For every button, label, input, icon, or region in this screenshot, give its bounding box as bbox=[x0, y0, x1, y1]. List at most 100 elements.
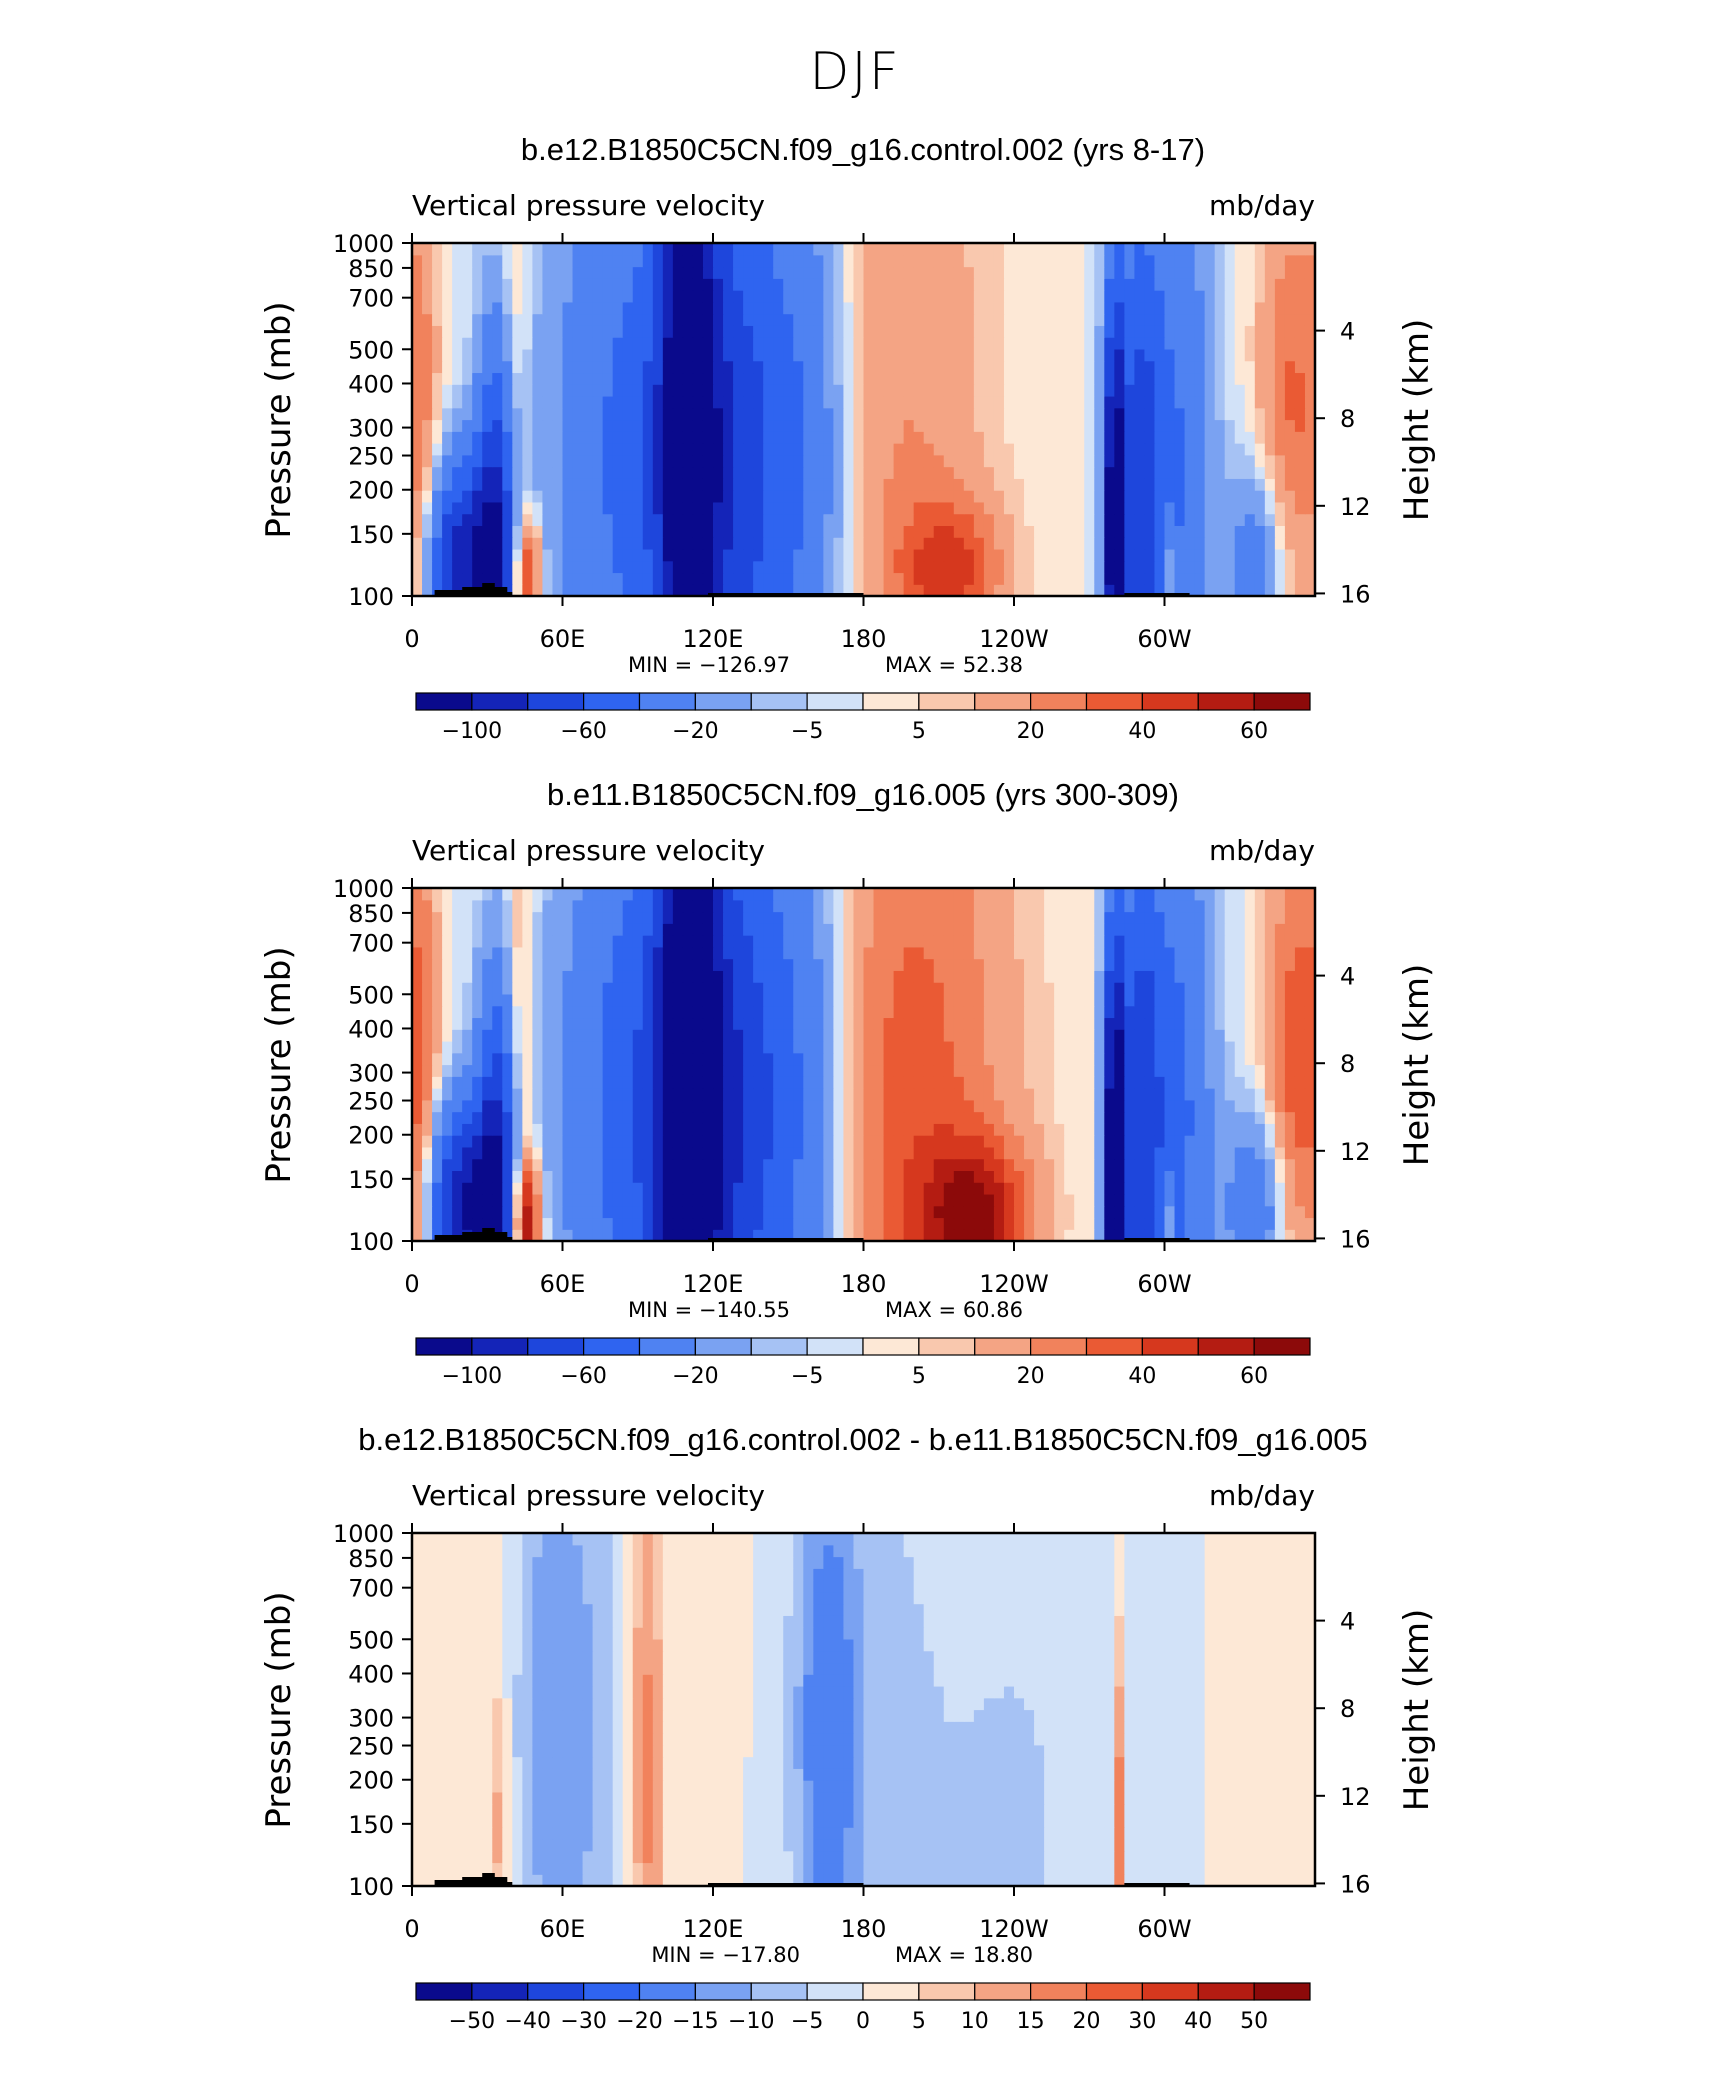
heatmap-cell bbox=[1214, 372, 1226, 385]
heatmap-cell bbox=[813, 1170, 824, 1183]
heatmap-cell bbox=[903, 1170, 915, 1183]
heatmap-cell bbox=[422, 584, 433, 596]
heatmap-cell bbox=[823, 1182, 834, 1195]
heatmap-cell bbox=[773, 548, 784, 562]
heatmap-cell bbox=[662, 970, 674, 983]
heatmap-cell bbox=[682, 1170, 694, 1183]
heatmap-cell bbox=[803, 360, 814, 374]
lon-tick-label: 180 bbox=[841, 625, 887, 653]
heatmap-cell bbox=[803, 337, 814, 350]
heatmap-cell bbox=[532, 1111, 544, 1124]
heatmap-cell bbox=[793, 490, 804, 503]
heatmap-cell bbox=[993, 325, 1005, 338]
heatmap-cell bbox=[873, 1005, 885, 1019]
heatmap-cell bbox=[753, 372, 764, 385]
heatmap-cell bbox=[983, 1135, 995, 1148]
heatmap-cell bbox=[873, 325, 885, 338]
heatmap-cell bbox=[542, 993, 554, 1007]
heatmap-cell bbox=[993, 454, 1005, 468]
heatmap-cell bbox=[672, 1217, 684, 1230]
heatmap-cell bbox=[602, 278, 614, 291]
heatmap-cell bbox=[1014, 1170, 1025, 1183]
heatmap-cell bbox=[803, 1205, 814, 1219]
heatmap-cell bbox=[1294, 1005, 1306, 1019]
heatmap-cell bbox=[1124, 490, 1135, 503]
heatmap-cell bbox=[582, 466, 594, 479]
heatmap-cell bbox=[602, 243, 614, 256]
heatmap-cell bbox=[452, 443, 463, 456]
heatmap-cell bbox=[582, 337, 594, 350]
heatmap-cell bbox=[1114, 337, 1125, 350]
heatmap-cell bbox=[903, 1123, 915, 1136]
heatmap-cell bbox=[773, 490, 784, 503]
heatmap-cell bbox=[873, 1217, 885, 1230]
heatmap-cell bbox=[1284, 1064, 1296, 1077]
heatmap-cell bbox=[432, 431, 443, 444]
heatmap-cell bbox=[973, 407, 985, 421]
heatmap-cell bbox=[793, 1029, 804, 1042]
heatmap-cell bbox=[482, 1123, 493, 1136]
heatmap-cell bbox=[682, 970, 694, 983]
heatmap-cell bbox=[1164, 537, 1176, 550]
heatmap-cell bbox=[1064, 466, 1075, 479]
heatmap-cell bbox=[472, 1135, 483, 1148]
colorbar-label: 40 bbox=[1128, 719, 1156, 744]
heatmap-cell bbox=[672, 1064, 684, 1077]
heatmap-cell bbox=[1194, 572, 1206, 585]
heatmap-cell bbox=[692, 1064, 704, 1077]
heatmap-cell bbox=[422, 1099, 433, 1113]
heatmap-cell bbox=[853, 431, 865, 444]
heatmap-cell bbox=[1294, 1088, 1306, 1101]
heatmap-cell bbox=[1274, 1205, 1286, 1219]
heatmap-cell bbox=[422, 1182, 433, 1195]
heatmap-cell bbox=[532, 360, 544, 374]
heatmap-cell bbox=[963, 513, 975, 526]
heatmap-cell bbox=[1044, 478, 1055, 491]
heatmap-cell bbox=[622, 584, 634, 596]
heatmap-cell bbox=[1064, 1229, 1075, 1241]
heatmap-cell bbox=[863, 372, 875, 385]
heatmap-cell bbox=[733, 1217, 744, 1230]
heatmap-cell bbox=[522, 982, 533, 995]
heatmap-cell bbox=[1194, 372, 1206, 385]
heatmap-cell bbox=[1064, 970, 1075, 983]
heatmap-cell bbox=[903, 290, 915, 303]
heatmap-cell bbox=[492, 372, 503, 385]
heatmap-cell bbox=[1204, 337, 1216, 350]
heatmap-cell bbox=[1194, 1064, 1206, 1077]
heatmap-cell bbox=[472, 982, 483, 995]
heatmap-cell bbox=[1294, 1158, 1306, 1171]
heatmap-cell bbox=[652, 384, 664, 397]
heatmap-cell bbox=[1204, 278, 1216, 291]
heatmap-cell bbox=[1044, 1005, 1055, 1019]
heatmap-cell bbox=[793, 572, 804, 585]
heatmap-cell bbox=[943, 384, 955, 397]
heatmap-cell bbox=[502, 548, 513, 562]
heatmap-cell bbox=[522, 290, 533, 303]
heatmap-cell bbox=[492, 243, 503, 256]
heatmap-cell bbox=[763, 501, 774, 515]
heatmap-cell bbox=[592, 1123, 604, 1136]
heatmap-cell bbox=[672, 1029, 684, 1042]
heatmap-cell bbox=[893, 337, 905, 350]
heatmap-cell bbox=[823, 548, 834, 562]
heatmap-cell bbox=[743, 1217, 754, 1230]
heatmap-cell bbox=[452, 1052, 463, 1066]
heatmap-cell bbox=[993, 537, 1005, 550]
heatmap-cell bbox=[692, 301, 704, 315]
heatmap-cell bbox=[1174, 1182, 1186, 1195]
heatmap-cell bbox=[1274, 266, 1286, 279]
heatmap-cell bbox=[713, 525, 724, 538]
heatmap-cell bbox=[462, 1123, 473, 1136]
heatmap-cell bbox=[1214, 301, 1226, 315]
heatmap-cell bbox=[903, 1217, 915, 1230]
heatmap-cell bbox=[1254, 1170, 1266, 1183]
heatmap-cell bbox=[672, 407, 684, 421]
heatmap-cell bbox=[783, 419, 794, 432]
colorbar-swatch bbox=[694, 692, 752, 711]
heatmap-cell bbox=[803, 243, 814, 256]
heatmap-cell bbox=[903, 1099, 915, 1113]
heatmap-cell bbox=[1003, 1017, 1015, 1030]
heatmap-cell bbox=[853, 946, 865, 960]
heatmap-cell bbox=[1274, 572, 1286, 585]
